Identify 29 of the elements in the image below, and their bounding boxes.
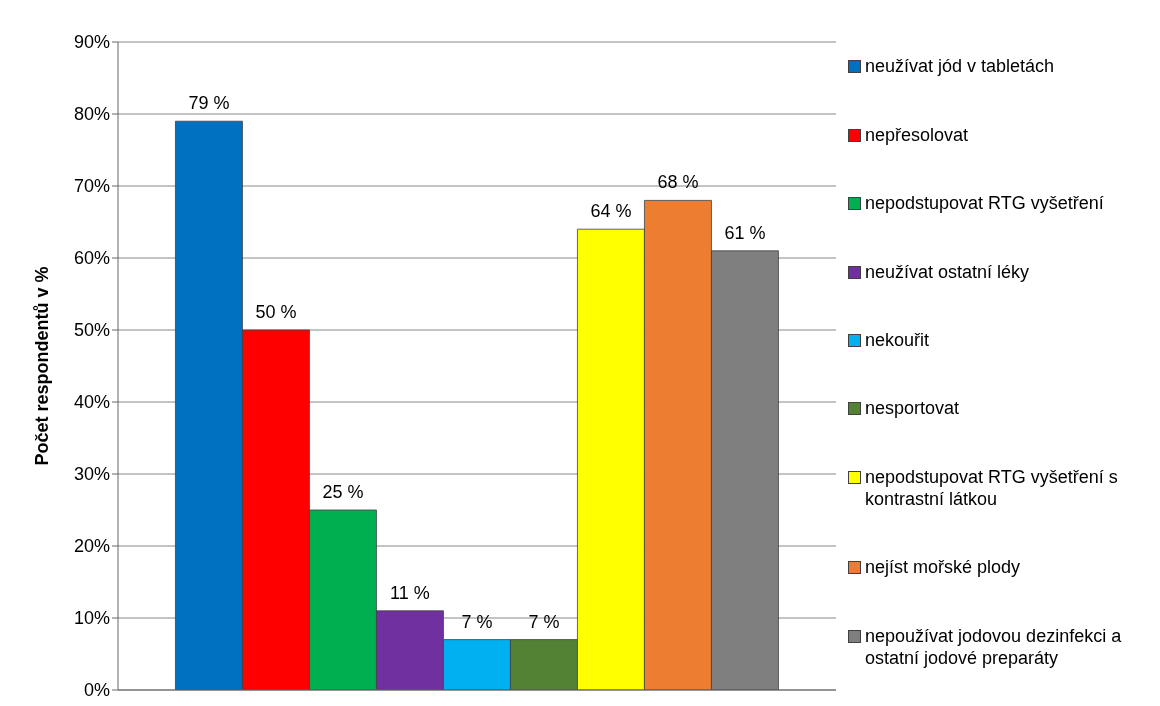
legend-label: neužívat ostatní léky	[865, 260, 1030, 283]
legend-label: neužívat jód v tabletách	[865, 55, 1055, 78]
legend-label: nesportovat	[865, 397, 960, 420]
y-tick-label: 10%	[73, 608, 110, 629]
y-tick-label: 90%	[73, 32, 110, 53]
legend-label: nejíst mořské plody	[865, 556, 1021, 579]
y-tick-label: 0%	[83, 680, 110, 701]
legend-label: nepoužívat jodovou dezinfekci a ostatní jodové preparáty	[865, 624, 1123, 669]
data-label: 7 %	[528, 611, 560, 632]
data-label: 11 %	[390, 582, 430, 603]
legend-label: nepřesolovat	[865, 123, 969, 146]
data-label: 7 %	[461, 611, 493, 632]
data-label: 25 %	[322, 482, 364, 502]
data-label: 61 %	[724, 222, 766, 243]
y-tick-label: 40%	[73, 392, 110, 413]
y-tick-label: 60%	[73, 248, 110, 269]
legend-label: nepodstupovat RTG vyšetření	[865, 192, 1104, 215]
y-tick-label: 70%	[73, 176, 110, 197]
data-label: 68 %	[657, 172, 699, 193]
legend-label: nekouřit	[865, 328, 930, 351]
data-label: 79 %	[188, 93, 230, 114]
y-tick-label: 30%	[73, 464, 110, 485]
legend-label: nepodstupovat RTG vyšetření s kontrastní látkou	[865, 465, 1119, 510]
y-axis-title: Počet respondentů v %	[32, 266, 53, 466]
y-tick-label: 20%	[73, 536, 110, 557]
data-label: 64 %	[590, 201, 632, 222]
y-tick-label: 80%	[73, 104, 110, 125]
y-tick-label: 50%	[73, 320, 110, 341]
data-label: 50 %	[255, 302, 297, 322]
